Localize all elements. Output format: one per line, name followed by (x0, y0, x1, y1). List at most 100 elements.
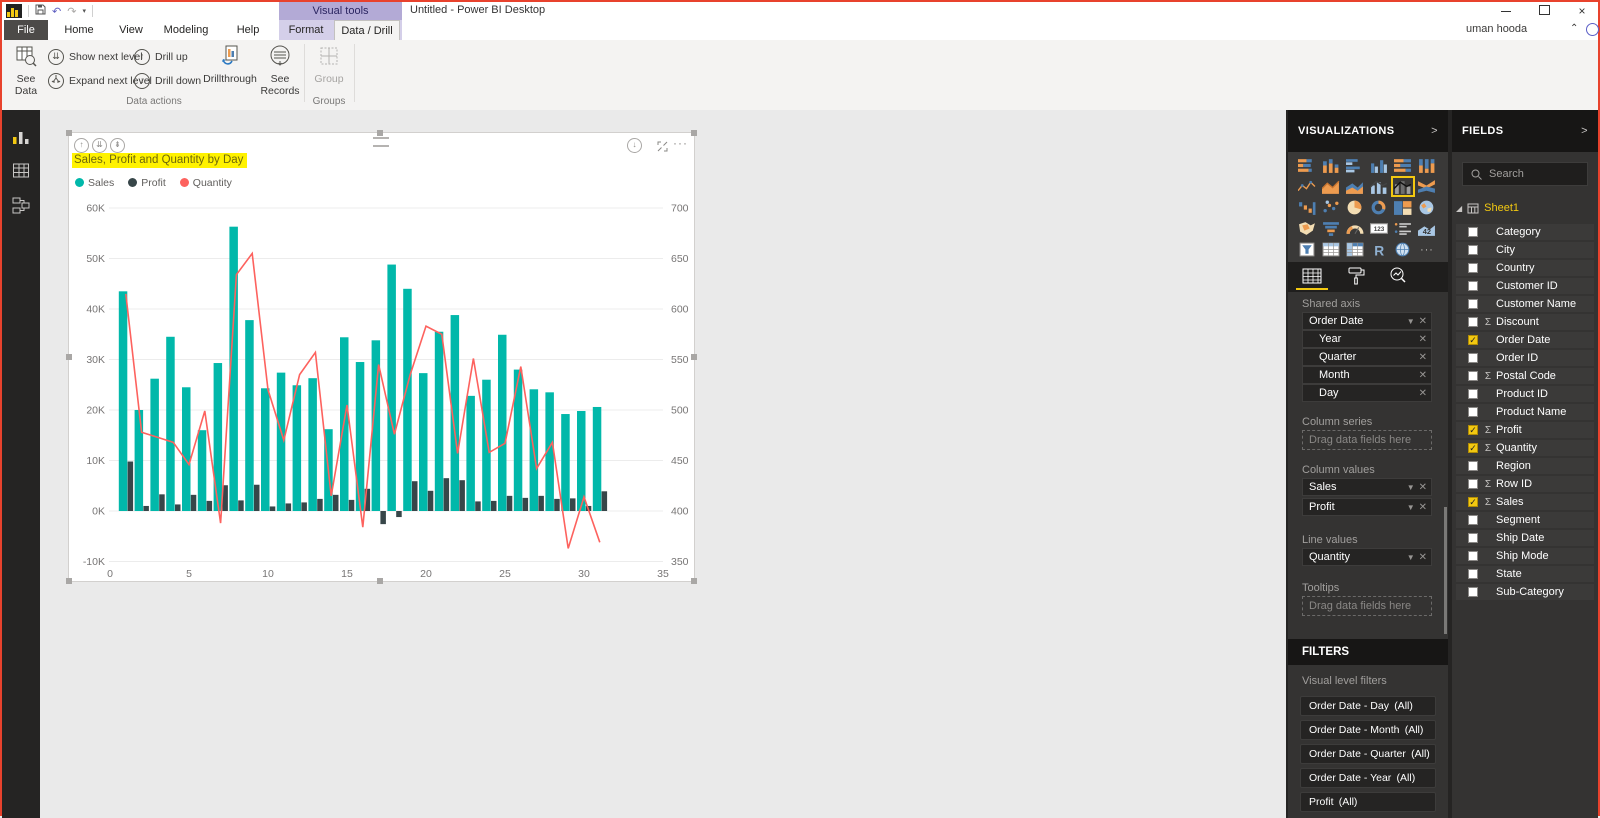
filter-chip-profit[interactable]: Profit (All) (1300, 792, 1436, 812)
field-checkbox[interactable]: ✓ (1468, 443, 1478, 453)
field-checkbox[interactable] (1468, 569, 1478, 579)
field-row-order-id[interactable]: Order ID (1456, 350, 1594, 366)
tab-modeling[interactable]: Modeling (163, 24, 209, 36)
legend-item-sales[interactable]: Sales (75, 177, 114, 189)
field-row-profit[interactable]: ✓ Σ Profit (1456, 422, 1594, 438)
remove-field-icon[interactable]: ✕ (1418, 481, 1427, 493)
visual-type-area-icon[interactable] (1321, 179, 1340, 194)
well-field-quantity[interactable]: Quantity ▼ ✕ (1302, 548, 1432, 566)
show-next-level-button[interactable]: ⇊ Show next level (48, 46, 143, 68)
see-data-button[interactable]: See Data (8, 43, 44, 97)
field-row-sub-category[interactable]: Sub-Category (1456, 584, 1594, 600)
resize-handle[interactable] (66, 578, 72, 584)
field-row-customer-name[interactable]: Customer Name (1456, 296, 1594, 312)
search-input[interactable]: Search (1462, 162, 1588, 186)
visual-type-r-script-icon[interactable]: R (1370, 242, 1388, 258)
visual-type-ribbon-icon[interactable] (1418, 179, 1436, 194)
filter-chip-order-date---year[interactable]: Order Date - Year (All) (1300, 768, 1436, 788)
expand-next-level-icon[interactable]: ⇟ (110, 138, 125, 153)
field-checkbox[interactable] (1468, 227, 1478, 237)
drag-grip[interactable] (373, 137, 389, 147)
remove-field-icon[interactable]: ✕ (1418, 387, 1427, 399)
go-to-next-level-icon[interactable]: ⇊ (92, 138, 107, 153)
field-checkbox[interactable] (1468, 479, 1478, 489)
signed-in-user[interactable]: uman hooda (1466, 23, 1528, 35)
well-placeholder[interactable]: Drag data fields here (1302, 430, 1432, 450)
field-row-category[interactable]: Category (1456, 224, 1594, 240)
field-row-city[interactable]: City (1456, 242, 1594, 258)
field-row-ship-date[interactable]: Ship Date (1456, 530, 1594, 546)
tab-file[interactable]: File (4, 20, 48, 40)
scrollbar-thumb[interactable] (1444, 507, 1447, 634)
visual-type-filled-map-icon[interactable] (1298, 221, 1316, 236)
field-checkbox[interactable]: ✓ (1468, 335, 1478, 345)
visual-type-gauge-icon[interactable] (1346, 221, 1364, 236)
field-row-country[interactable]: Country (1456, 260, 1594, 276)
field-dropdown-icon[interactable]: ▼ (1406, 502, 1415, 512)
field-row-postal-code[interactable]: Σ Postal Code (1456, 368, 1594, 384)
well-field-profit[interactable]: Profit ▼ ✕ (1302, 498, 1432, 516)
model-view-icon[interactable] (12, 196, 30, 214)
field-checkbox[interactable]: ✓ (1468, 425, 1478, 435)
filter-chip-order-date---month[interactable]: Order Date - Month (All) (1300, 720, 1436, 740)
visual-type-100-stacked-column-icon[interactable] (1418, 158, 1436, 173)
visual-type-map-icon[interactable] (1418, 200, 1436, 215)
visual-type-slicer-icon[interactable] (1298, 242, 1316, 257)
well-subfield-quarter[interactable]: Quarter ✕ (1302, 348, 1432, 366)
tab-help[interactable]: Help (236, 24, 260, 36)
field-checkbox[interactable] (1468, 533, 1478, 543)
well-subfield-day[interactable]: Day ✕ (1302, 384, 1432, 402)
remove-field-icon[interactable]: ✕ (1418, 351, 1427, 363)
drill-up-icon[interactable]: ↑ (74, 138, 89, 153)
field-checkbox[interactable] (1468, 587, 1478, 597)
visual-type-line-icon[interactable] (1297, 179, 1316, 194)
drill-down-toggle-icon[interactable]: ↓ (627, 138, 642, 153)
visual-type-scatter-icon[interactable] (1322, 200, 1340, 215)
combo-chart-visual[interactable]: ↑ ⇊ ⇟ ↓ ··· Sales, Profit and Quantity b… (66, 130, 697, 584)
remove-field-icon[interactable]: ✕ (1418, 501, 1427, 513)
field-checkbox[interactable] (1468, 551, 1478, 561)
resize-handle[interactable] (66, 130, 72, 136)
visual-type-stacked-column-icon[interactable] (1322, 158, 1340, 173)
visual-type-waterfall-icon[interactable] (1298, 200, 1316, 215)
more-options-icon[interactable]: ··· (673, 136, 688, 150)
drill-up-button[interactable]: ↑ Drill up (134, 46, 188, 68)
report-canvas[interactable]: ↑ ⇊ ⇟ ↓ ··· Sales, Profit and Quantity b… (40, 110, 1286, 818)
expand-next-level-button[interactable]: Expand next level (48, 70, 152, 92)
group-button[interactable]: Group (310, 43, 348, 93)
well-field-order-date[interactable]: Order Date ▼ ✕ (1302, 312, 1432, 330)
visual-type-arcgis-map-icon[interactable] (1394, 242, 1412, 257)
field-row-product-id[interactable]: Product ID (1456, 386, 1594, 402)
field-checkbox[interactable] (1468, 281, 1478, 291)
legend-item-quantity[interactable]: Quantity (179, 177, 232, 189)
field-checkbox[interactable] (1468, 389, 1478, 399)
visual-type-line-stacked-column-icon[interactable] (1369, 179, 1388, 194)
tab-fields-icon[interactable] (1300, 266, 1326, 286)
visual-type-kpi-icon[interactable]: 42 (1418, 221, 1436, 236)
field-checkbox[interactable] (1468, 245, 1478, 255)
field-row-order-date[interactable]: ✓ Order Date (1456, 332, 1594, 348)
save-icon[interactable] (35, 4, 46, 18)
resize-handle[interactable] (691, 578, 697, 584)
visual-type-matrix-icon[interactable] (1346, 242, 1364, 257)
account-circle-icon[interactable] (1586, 23, 1599, 36)
visual-type-stacked-bar-icon[interactable] (1298, 158, 1316, 173)
remove-field-icon[interactable]: ✕ (1418, 315, 1427, 327)
field-row-sales[interactable]: ✓ Σ Sales (1456, 494, 1594, 510)
field-row-region[interactable]: Region (1456, 458, 1594, 474)
visual-type-100-stacked-bar-icon[interactable] (1394, 158, 1412, 173)
field-checkbox[interactable]: ✓ (1468, 497, 1478, 507)
field-checkbox[interactable] (1468, 461, 1478, 471)
field-checkbox[interactable] (1468, 407, 1478, 417)
collapse-panel-icon[interactable]: > (1431, 125, 1438, 137)
table-node-sheet1[interactable]: ◢ Sheet1 (1456, 202, 1520, 214)
remove-field-icon[interactable]: ✕ (1418, 369, 1427, 381)
remove-field-icon[interactable]: ✕ (1418, 551, 1427, 563)
remove-field-icon[interactable]: ✕ (1418, 333, 1427, 345)
close-button[interactable]: × (1578, 4, 1586, 18)
visual-type-more-options-icon[interactable]: ··· (1418, 242, 1436, 257)
field-dropdown-icon[interactable]: ▼ (1406, 552, 1415, 562)
tab-format[interactable]: Format (288, 24, 324, 36)
tab-data-drill-active[interactable]: Data / Drill (334, 20, 400, 40)
tab-home[interactable]: Home (64, 24, 94, 36)
